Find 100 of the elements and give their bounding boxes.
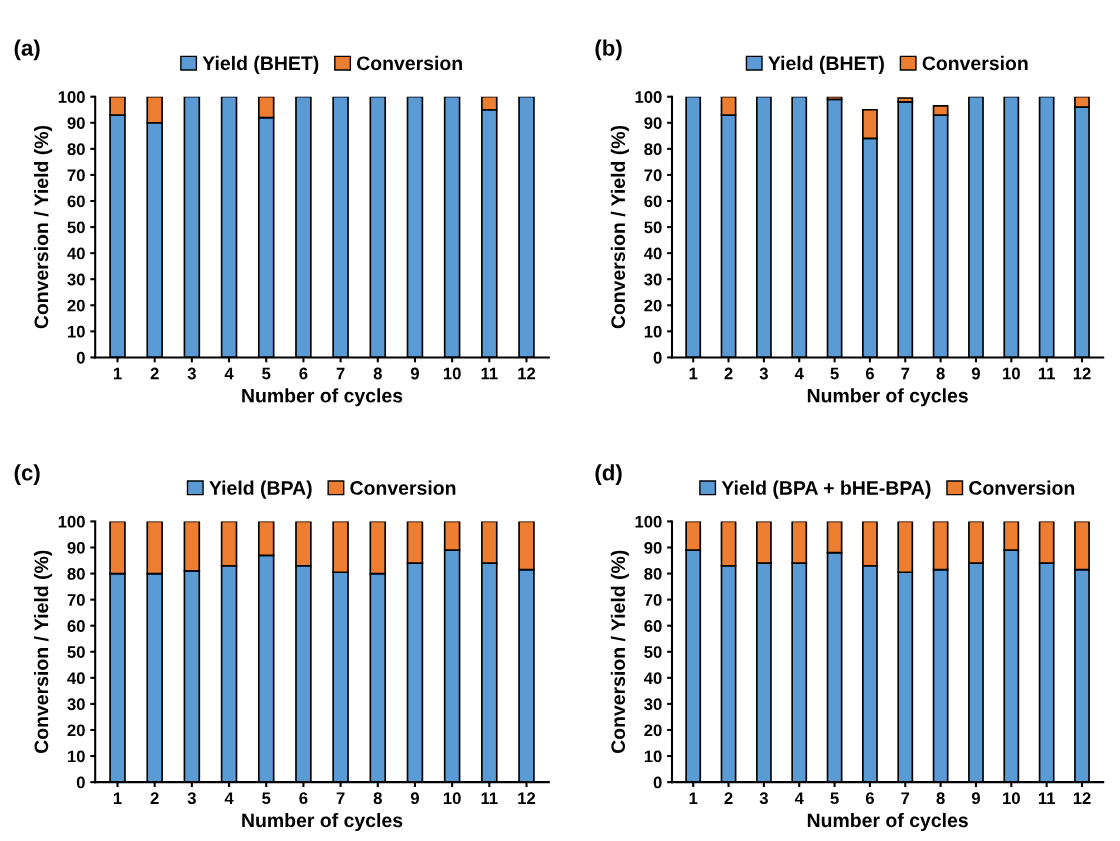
y-tick-label: 40 bbox=[67, 247, 85, 260]
x-tick-label: 2 bbox=[150, 367, 159, 380]
legend-label: Conversion bbox=[357, 55, 462, 71]
text: (b) bbox=[595, 39, 622, 61]
x-tick-label: 7 bbox=[336, 367, 345, 380]
y-tick-label: 0 bbox=[76, 776, 85, 789]
x-tick-label: 10 bbox=[443, 792, 461, 805]
y-tick-label: 70 bbox=[644, 594, 662, 606]
x-tick-label: 6 bbox=[299, 792, 308, 805]
legend-label: Yield (BPA + bHE-BPA) bbox=[721, 480, 931, 499]
y-tick-label: 40 bbox=[643, 247, 662, 260]
y-tick-label: 40 bbox=[67, 672, 85, 685]
x-tick-label: 5 bbox=[830, 792, 839, 805]
x-axis-title: Number of cycles bbox=[242, 812, 403, 832]
x-tick-label: 1 bbox=[113, 367, 122, 380]
x-axis-title: Number of cycles bbox=[807, 388, 968, 407]
y-tick-label: 50 bbox=[67, 646, 85, 658]
y-tick-label: 30 bbox=[67, 273, 85, 286]
x-tick-label: 6 bbox=[865, 792, 874, 805]
x-tick-label: 1 bbox=[113, 792, 122, 804]
y-tick-label: 60 bbox=[644, 620, 662, 632]
x-tick-label: 8 bbox=[936, 792, 945, 805]
x-tick-label: 2 bbox=[724, 792, 733, 804]
x-axis-title: Number of cycles bbox=[242, 388, 403, 407]
y-tick-label: 10 bbox=[67, 325, 85, 338]
y-tick-label: 10 bbox=[644, 325, 662, 338]
y-tick-label: 40 bbox=[643, 672, 662, 685]
x-tick-label: 8 bbox=[936, 367, 945, 380]
x-tick-label: 5 bbox=[262, 792, 271, 805]
x-tick-label: 5 bbox=[830, 367, 839, 380]
y-tick-label: 0 bbox=[653, 351, 662, 364]
y-tick-label: 30 bbox=[644, 698, 662, 711]
y-axis-title: Conversion / Yield (%) bbox=[610, 125, 629, 329]
y-tick-label: 100 bbox=[635, 91, 662, 103]
y-tick-label: 70 bbox=[644, 169, 662, 182]
y-tick-label: 30 bbox=[67, 698, 85, 711]
y-axis-title: Conversion / Yield (%) bbox=[610, 550, 629, 754]
legend-label: Yield (BPA) bbox=[209, 480, 312, 499]
x-tick-label: 12 bbox=[1073, 367, 1091, 380]
y-axis-title: Conversion / Yield (%) bbox=[33, 550, 53, 754]
x-tick-label: 6 bbox=[865, 367, 874, 380]
legend-label: Conversion bbox=[350, 480, 456, 495]
y-tick-label: 80 bbox=[644, 143, 662, 156]
x-tick-label: 2 bbox=[150, 792, 159, 804]
legend-label: Yield (BHET) bbox=[768, 55, 884, 74]
x-tick-label: 4 bbox=[224, 367, 234, 380]
y-tick-label: 80 bbox=[67, 143, 85, 156]
x-tick-label: 9 bbox=[410, 792, 419, 805]
y-tick-label: 90 bbox=[644, 541, 662, 554]
y-tick-label: 60 bbox=[644, 195, 662, 208]
x-tick-label: 4 bbox=[224, 792, 234, 804]
x-tick-label: 12 bbox=[518, 792, 536, 804]
y-tick-label: 20 bbox=[644, 299, 662, 312]
x-tick-label: 10 bbox=[1003, 367, 1020, 380]
x-tick-label: 3 bbox=[187, 367, 196, 380]
y-tick-label: 100 bbox=[635, 515, 662, 528]
text: (c) bbox=[14, 464, 40, 485]
y-tick-label: 20 bbox=[67, 724, 85, 737]
x-tick-label: 10 bbox=[1003, 792, 1020, 805]
x-tick-label: 7 bbox=[901, 792, 910, 804]
x-tick-label: 2 bbox=[724, 367, 733, 380]
y-tick-label: 90 bbox=[67, 541, 85, 554]
x-tick-label: 8 bbox=[373, 792, 382, 805]
legend-label: Conversion bbox=[922, 55, 1028, 71]
x-tick-label: 1 bbox=[689, 792, 698, 804]
y-tick-label: 10 bbox=[644, 750, 662, 763]
y-tick-label: 60 bbox=[67, 195, 85, 208]
x-tick-label: 3 bbox=[759, 792, 768, 805]
y-tick-label: 50 bbox=[644, 646, 662, 658]
y-tick-label: 0 bbox=[653, 776, 662, 789]
x-tick-label: 3 bbox=[759, 367, 768, 380]
x-tick-label: 4 bbox=[794, 367, 804, 380]
y-tick-label: 80 bbox=[644, 567, 662, 580]
x-tick-label: 8 bbox=[373, 367, 382, 380]
y-axis-title: Conversion / Yield (%) bbox=[33, 125, 53, 329]
x-axis-title: Number of cycles bbox=[807, 812, 968, 832]
x-tick-label: 11 bbox=[1038, 367, 1055, 380]
y-tick-label: 70 bbox=[67, 169, 85, 182]
y-tick-label: 20 bbox=[67, 299, 85, 312]
x-tick-label: 11 bbox=[481, 367, 498, 380]
y-tick-label: 80 bbox=[67, 567, 85, 580]
y-tick-label: 20 bbox=[644, 724, 662, 737]
x-tick-label: 6 bbox=[299, 367, 308, 380]
x-tick-label: 1 bbox=[689, 367, 698, 380]
legend-label: Conversion bbox=[969, 480, 1075, 495]
x-tick-label: 12 bbox=[518, 367, 536, 380]
x-tick-label: 11 bbox=[481, 792, 498, 804]
y-tick-label: 30 bbox=[644, 273, 662, 286]
x-tick-label: 10 bbox=[443, 367, 461, 380]
y-tick-label: 50 bbox=[67, 221, 85, 234]
y-tick-label: 0 bbox=[76, 351, 85, 364]
x-tick-label: 7 bbox=[336, 792, 345, 804]
y-tick-label: 90 bbox=[644, 117, 662, 129]
x-tick-label: 3 bbox=[187, 792, 196, 805]
x-tick-label: 5 bbox=[262, 367, 271, 380]
x-tick-label: 4 bbox=[794, 792, 804, 804]
y-tick-label: 10 bbox=[67, 750, 85, 763]
text: (d) bbox=[595, 464, 622, 485]
x-tick-label: 7 bbox=[901, 367, 910, 380]
x-tick-label: 12 bbox=[1073, 792, 1091, 804]
